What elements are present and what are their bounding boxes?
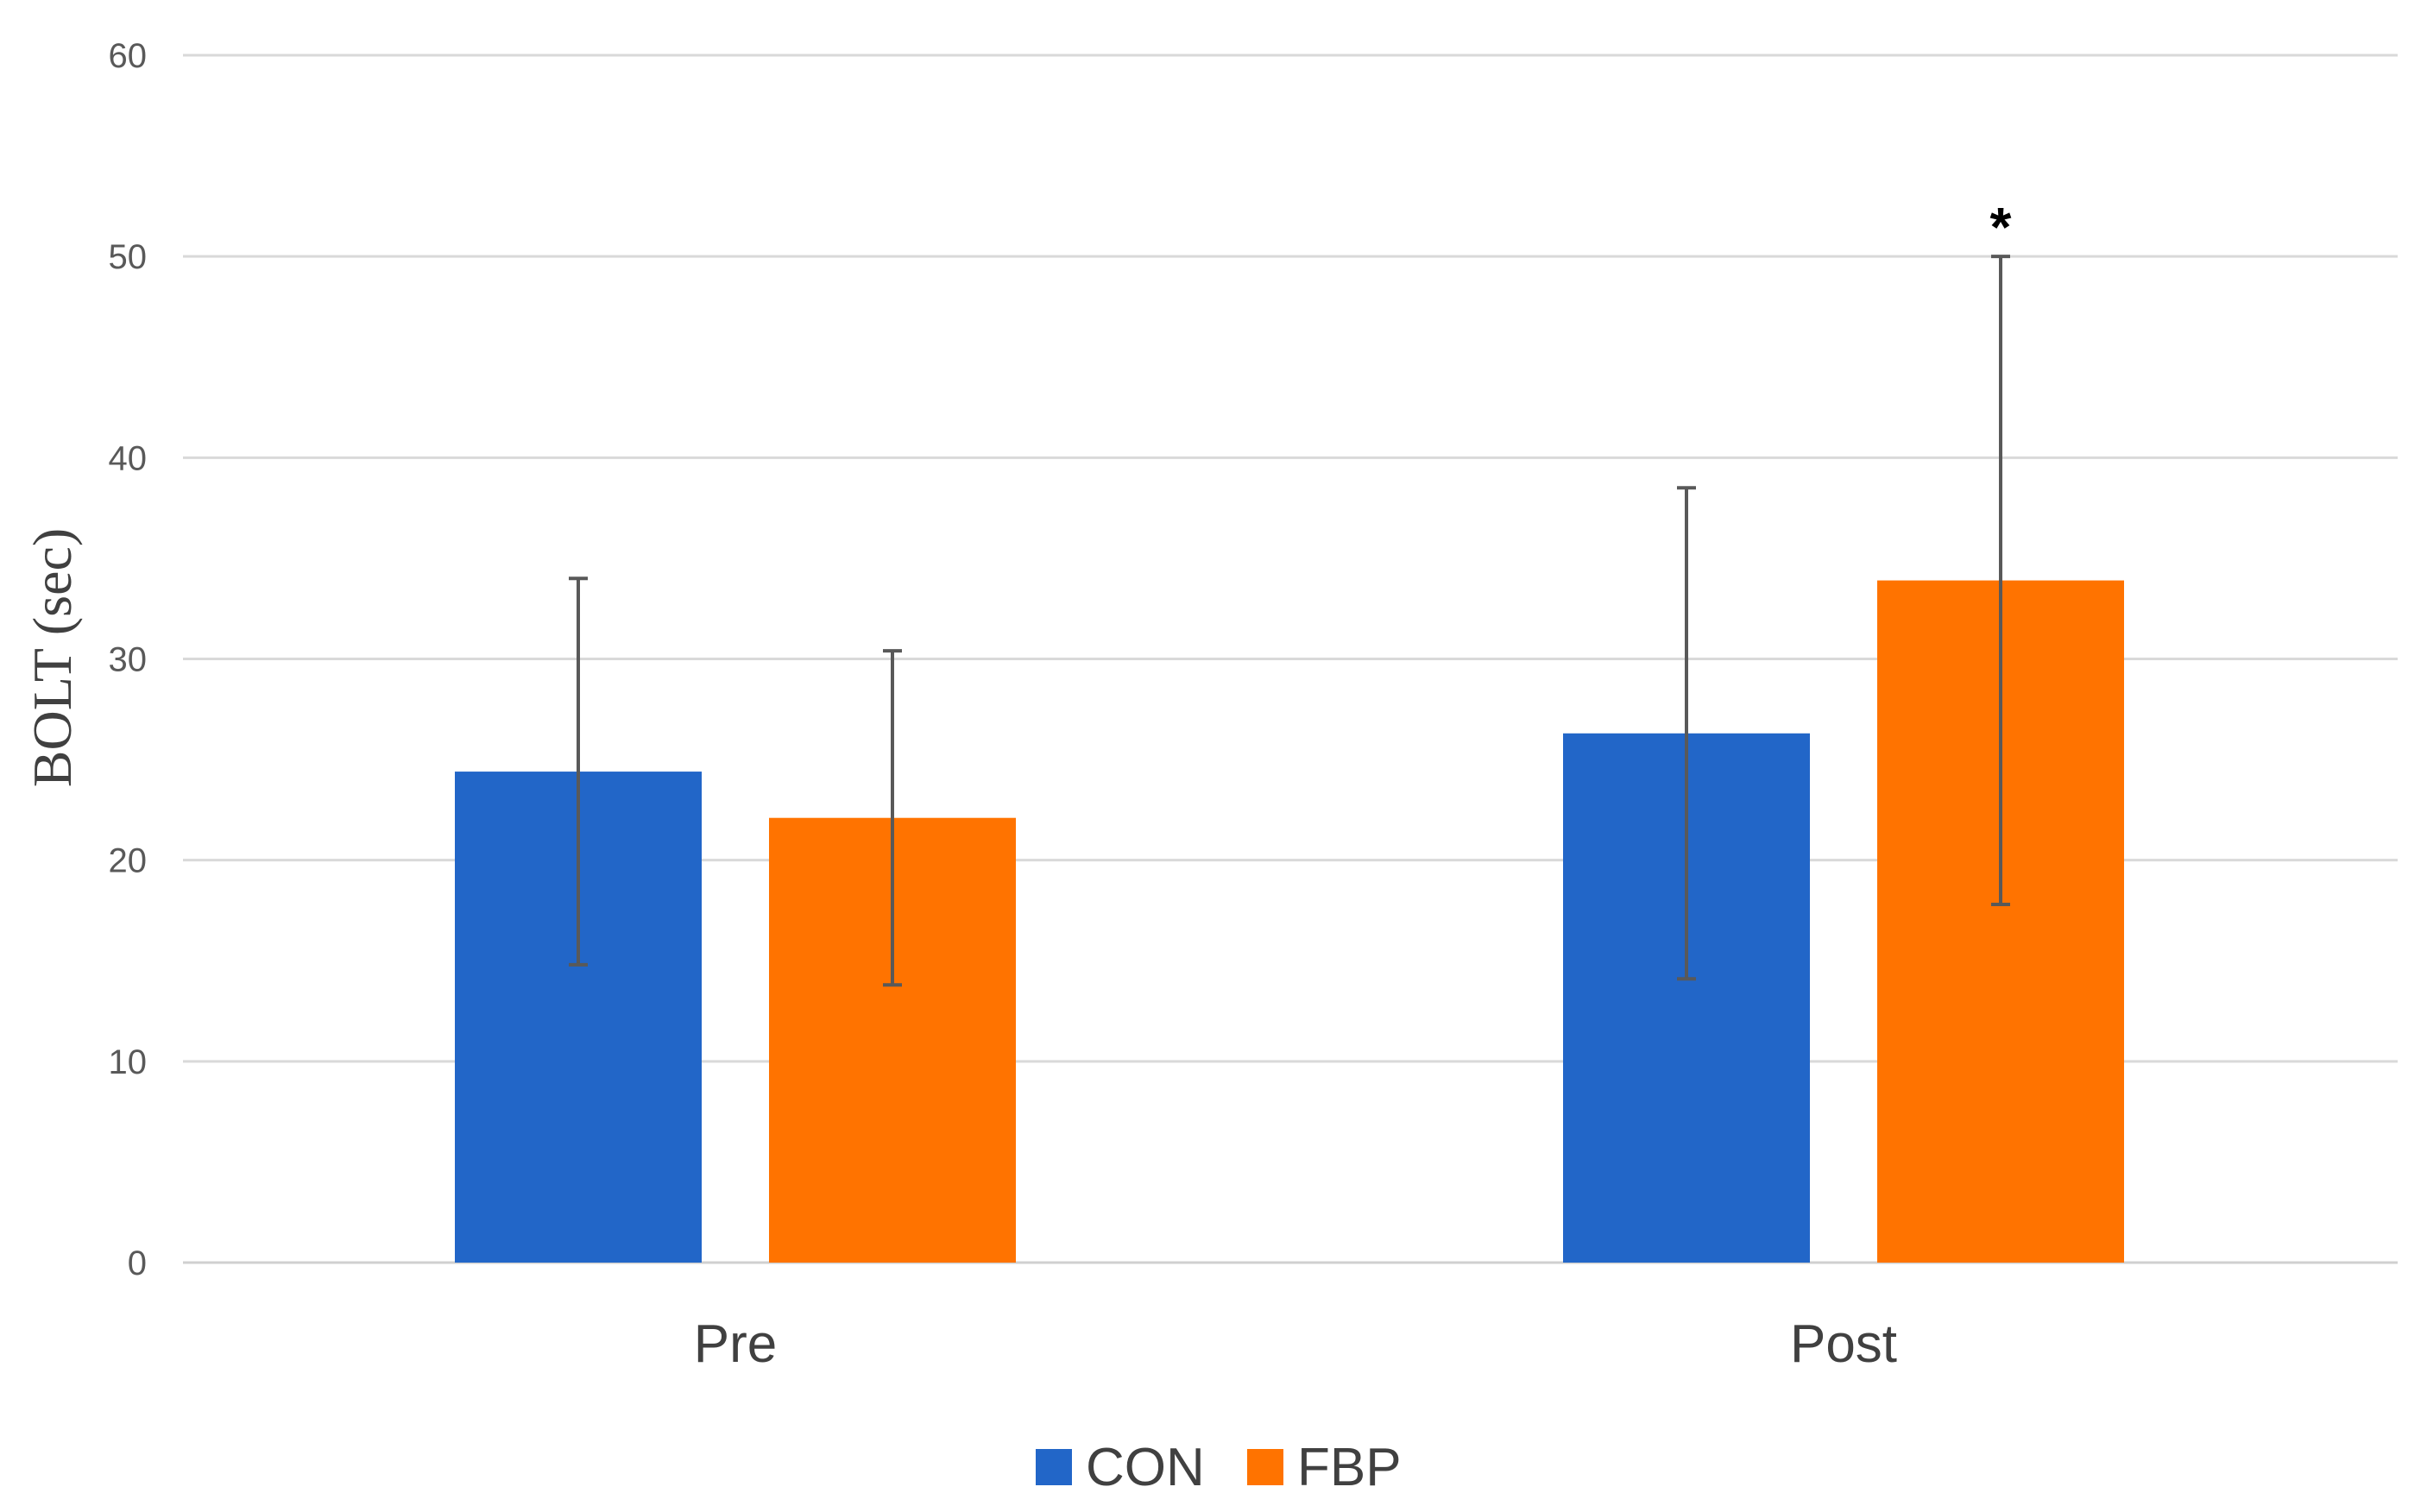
y-axis-ticks: 0 10 20 30 40 50 60: [109, 37, 148, 1282]
y-tick-label: 0: [128, 1244, 147, 1282]
legend-label: FBP: [1297, 1438, 1402, 1497]
y-tick-label: 20: [109, 842, 148, 880]
legend-item-con: CON: [1036, 1438, 1205, 1497]
y-tick-label: 30: [109, 641, 148, 679]
y-tick-label: 50: [109, 238, 148, 276]
x-category-label-post: Post: [1790, 1314, 1897, 1374]
error-bar-con-post: [1677, 486, 1696, 981]
legend-swatch: [1036, 1449, 1072, 1485]
y-tick-label: 60: [109, 37, 148, 75]
y-tick-label: 40: [109, 439, 148, 477]
y-axis-title: BOLT (sec): [22, 528, 83, 787]
legend-swatch: [1247, 1449, 1283, 1485]
significance-marker: *: [1990, 196, 2012, 258]
legend: CON FBP: [1036, 1438, 1402, 1497]
legend-item-fbp: FBP: [1247, 1438, 1402, 1497]
x-axis-categories: Pre Post: [694, 1314, 1897, 1374]
annotations: *: [1990, 196, 2012, 258]
error-bar-con-pre: [569, 576, 588, 967]
bars: [455, 580, 2124, 1263]
error-bar-fbp-pre: [883, 649, 902, 987]
error-bar-fbp-post: [1991, 255, 2010, 906]
legend-label: CON: [1086, 1438, 1205, 1497]
y-tick-label: 10: [109, 1043, 148, 1081]
x-category-label-pre: Pre: [694, 1314, 777, 1374]
error-bars: [569, 255, 2010, 987]
